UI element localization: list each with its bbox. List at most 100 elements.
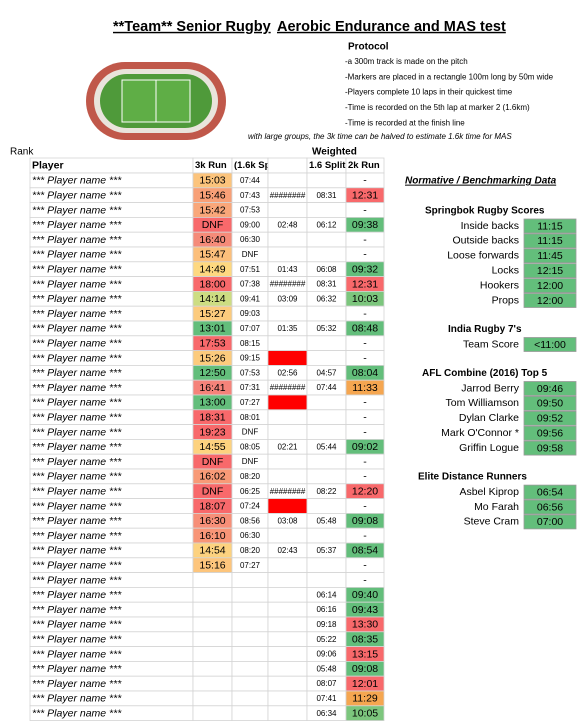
benchmark-label: Jarrod Berry bbox=[461, 382, 520, 394]
benchmark-value: 09:56 bbox=[537, 427, 563, 439]
cell-value: 12:31 bbox=[352, 278, 378, 290]
cell-value: ######## bbox=[270, 280, 306, 289]
cell bbox=[231, 616, 269, 633]
cell bbox=[267, 646, 308, 662]
cell bbox=[231, 587, 269, 603]
cell-value: 06:32 bbox=[316, 294, 337, 303]
protocol-note: with large groups, the 3k time can be ha… bbox=[248, 132, 512, 141]
benchmark-group: India Rugby 7's bbox=[448, 324, 522, 335]
cell-value: ######## bbox=[270, 487, 306, 496]
benchmark-value: 09:58 bbox=[537, 442, 563, 454]
rank-label: Rank bbox=[10, 147, 34, 158]
cell-value: 06:08 bbox=[316, 265, 337, 274]
cell-value: - bbox=[363, 456, 367, 468]
player-name: *** Player name *** bbox=[32, 678, 122, 690]
cell-value: DNF bbox=[242, 457, 259, 466]
cell bbox=[306, 572, 347, 588]
cell bbox=[306, 394, 347, 411]
cell-value: DNF bbox=[202, 456, 224, 468]
cell-value: 07:41 bbox=[316, 694, 337, 703]
player-name: *** Player name *** bbox=[32, 352, 122, 364]
cell-value: 09:43 bbox=[352, 604, 378, 616]
cell bbox=[267, 172, 308, 189]
player-name: *** Player name *** bbox=[32, 471, 122, 483]
cell-value: 07:43 bbox=[240, 191, 261, 200]
cell-value: 07:24 bbox=[240, 502, 261, 511]
cell bbox=[267, 231, 308, 248]
track-image bbox=[86, 62, 226, 140]
cell-value: 08:35 bbox=[352, 633, 378, 645]
cell-value: 16:10 bbox=[199, 530, 225, 542]
cell-value: 09:08 bbox=[352, 663, 378, 675]
cell-value: - bbox=[363, 471, 367, 483]
player-name: *** Player name *** bbox=[32, 175, 122, 187]
cell-value: - bbox=[363, 411, 367, 423]
player-name: *** Player name *** bbox=[32, 663, 122, 675]
column-header: Player bbox=[32, 159, 64, 171]
cell-value: 09:02 bbox=[352, 441, 378, 453]
player-name: *** Player name *** bbox=[32, 515, 122, 527]
benchmark-value: 06:54 bbox=[537, 486, 563, 498]
benchmark-value: 09:50 bbox=[537, 398, 563, 410]
cell-value: - bbox=[363, 204, 367, 216]
cell-value: 08:22 bbox=[316, 487, 337, 496]
player-name: *** Player name *** bbox=[32, 589, 122, 601]
benchmark-value: 09:46 bbox=[537, 383, 563, 395]
cell bbox=[231, 661, 269, 677]
cell-value: 02:21 bbox=[277, 442, 298, 451]
cell-value: 14:54 bbox=[199, 545, 225, 557]
cell-value: 08:01 bbox=[240, 413, 261, 422]
cell bbox=[267, 661, 308, 677]
cell-value: - bbox=[363, 308, 367, 320]
player-name: *** Player name *** bbox=[32, 441, 122, 453]
cell bbox=[267, 527, 308, 544]
player-name: *** Player name *** bbox=[32, 337, 122, 349]
cell-value: 12:50 bbox=[199, 367, 225, 379]
cell-value: 05:22 bbox=[316, 635, 337, 644]
cell-value: 16:30 bbox=[199, 515, 225, 527]
cell-value: 07:53 bbox=[240, 206, 261, 215]
benchmark-value: 09:52 bbox=[537, 413, 563, 425]
cell bbox=[267, 498, 308, 514]
cell-value: 11:29 bbox=[352, 693, 378, 705]
cell-value: 15:16 bbox=[199, 559, 225, 571]
player-name: *** Player name *** bbox=[32, 249, 122, 261]
benchmark-label: Dylan Clarke bbox=[459, 412, 519, 424]
cell-value: 08:48 bbox=[352, 323, 378, 335]
cell-value: 05:48 bbox=[316, 664, 337, 673]
cell-value: ######## bbox=[270, 191, 306, 200]
player-name: *** Player name *** bbox=[32, 204, 122, 216]
cell-value: DNF bbox=[202, 219, 224, 231]
cell bbox=[267, 690, 308, 707]
cell-value: 12:31 bbox=[352, 189, 378, 201]
benchmark-label: Props bbox=[492, 294, 519, 306]
benchmark-heading: Normative / Benchmarking Data bbox=[405, 176, 557, 187]
cell-value: 09:03 bbox=[240, 309, 261, 318]
benchmark-value: 11:15 bbox=[537, 235, 563, 247]
player-name: *** Player name *** bbox=[32, 189, 122, 201]
cell-value: 09:40 bbox=[352, 589, 378, 601]
cell-value: 13:01 bbox=[199, 323, 225, 335]
player-name: *** Player name *** bbox=[32, 263, 122, 275]
cell-value: 03:08 bbox=[277, 516, 298, 525]
player-name: *** Player name *** bbox=[32, 219, 122, 231]
cell-value: 05:32 bbox=[316, 324, 337, 333]
cell-value: 02:48 bbox=[277, 220, 298, 229]
header-cell bbox=[267, 157, 308, 174]
benchmark-box bbox=[523, 440, 577, 456]
cell-value: 08:05 bbox=[240, 442, 261, 451]
cell-value: 06:30 bbox=[240, 235, 261, 244]
benchmark-label: Tom Williamson bbox=[445, 397, 519, 409]
cell bbox=[267, 246, 308, 263]
cell-value: 13:15 bbox=[352, 648, 378, 660]
cell-value: 02:56 bbox=[277, 368, 298, 377]
cell bbox=[192, 705, 233, 721]
cell bbox=[192, 690, 233, 707]
cell-value: 09:32 bbox=[352, 263, 378, 275]
cell-value: 09:15 bbox=[240, 354, 261, 363]
cell-value: 02:43 bbox=[277, 546, 298, 555]
cell-value: 14:55 bbox=[199, 441, 225, 453]
cell-value: 15:46 bbox=[199, 189, 225, 201]
benchmark-value: 11:45 bbox=[537, 250, 563, 262]
cell bbox=[306, 468, 347, 485]
